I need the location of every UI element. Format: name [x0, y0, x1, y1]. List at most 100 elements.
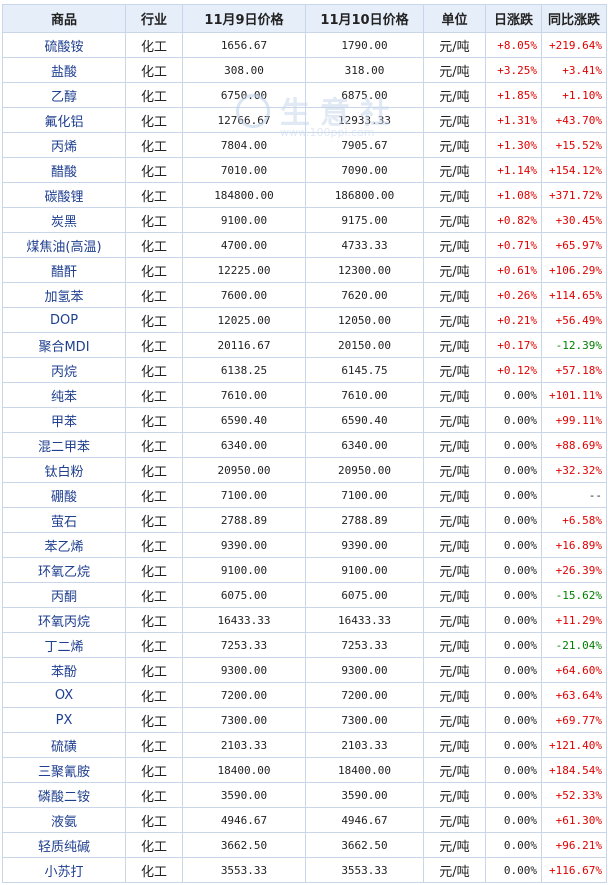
price-nov10: 6145.75: [305, 357, 424, 383]
daily-change: +1.85%: [485, 82, 542, 108]
table-row: 苯酚 化工 9300.00 9300.00 元/吨 0.00% +64.60%: [2, 657, 607, 683]
table-row: 氟化铝 化工 12766.67 12933.33 元/吨 +1.31% +43.70%: [2, 107, 607, 133]
commodity-name[interactable]: OX: [2, 682, 126, 708]
yoy-change: +184.54%: [541, 757, 607, 783]
industry: 化工: [125, 682, 183, 708]
commodity-name[interactable]: 硼酸: [2, 482, 126, 508]
commodity-name[interactable]: 煤焦油(高温): [2, 232, 126, 258]
commodity-name[interactable]: 聚合MDI: [2, 332, 126, 358]
commodity-name[interactable]: 苯酚: [2, 657, 126, 683]
commodity-name[interactable]: 纯苯: [2, 382, 126, 408]
yoy-change: +69.77%: [541, 707, 607, 733]
industry: 化工: [125, 832, 183, 858]
price-nov9: 9390.00: [182, 532, 306, 558]
commodity-name[interactable]: 液氨: [2, 807, 126, 833]
commodity-name[interactable]: 苯乙烯: [2, 532, 126, 558]
yoy-change: +26.39%: [541, 557, 607, 583]
commodity-name[interactable]: 丁二烯: [2, 632, 126, 658]
commodity-name[interactable]: 小苏打: [2, 857, 126, 883]
price-nov9: 184800.00: [182, 182, 306, 208]
commodity-name[interactable]: 乙醇: [2, 82, 126, 108]
yoy-change: +43.70%: [541, 107, 607, 133]
daily-change: 0.00%: [485, 732, 542, 758]
price-nov10: 4733.33: [305, 232, 424, 258]
commodity-name[interactable]: 醋酐: [2, 257, 126, 283]
commodity-name[interactable]: 三聚氰胺: [2, 757, 126, 783]
commodity-name[interactable]: 炭黑: [2, 207, 126, 233]
unit: 元/吨: [423, 357, 486, 383]
commodity-name[interactable]: 钛白粉: [2, 457, 126, 483]
table-body: 硫酸铵 化工 1656.67 1790.00 元/吨 +8.05% +219.64% 盐酸 化工…: [2, 32, 607, 883]
commodity-name[interactable]: 加氢苯: [2, 282, 126, 308]
unit: 元/吨: [423, 432, 486, 458]
price-nov9: 7010.00: [182, 157, 306, 183]
unit: 元/吨: [423, 307, 486, 333]
commodity-name[interactable]: 萤石: [2, 507, 126, 533]
commodity-name[interactable]: 盐酸: [2, 57, 126, 83]
unit: 元/吨: [423, 132, 486, 158]
commodity-name[interactable]: 丙酮: [2, 582, 126, 608]
daily-change: 0.00%: [485, 832, 542, 858]
unit: 元/吨: [423, 807, 486, 833]
industry: 化工: [125, 607, 183, 633]
table-row: 硫磺 化工 2103.33 2103.33 元/吨 0.00% +121.40%: [2, 732, 607, 758]
commodity-name[interactable]: 硫磺: [2, 732, 126, 758]
price-nov10: 16433.33: [305, 607, 424, 633]
header-daily-change: 日涨跌: [485, 4, 542, 33]
header-yoy-change: 同比涨跌: [541, 4, 607, 33]
price-nov9: 12766.67: [182, 107, 306, 133]
industry: 化工: [125, 407, 183, 433]
commodity-name[interactable]: 硫酸铵: [2, 32, 126, 58]
price-nov10: 18400.00: [305, 757, 424, 783]
commodity-name[interactable]: DOP: [2, 307, 126, 333]
yoy-change: +121.40%: [541, 732, 607, 758]
industry: 化工: [125, 782, 183, 808]
industry: 化工: [125, 507, 183, 533]
unit: 元/吨: [423, 507, 486, 533]
commodity-name[interactable]: 轻质纯碱: [2, 832, 126, 858]
daily-change: +0.21%: [485, 307, 542, 333]
commodity-name[interactable]: 丙烷: [2, 357, 126, 383]
daily-change: 0.00%: [485, 457, 542, 483]
unit: 元/吨: [423, 382, 486, 408]
price-nov10: 6875.00: [305, 82, 424, 108]
industry: 化工: [125, 132, 183, 158]
unit: 元/吨: [423, 557, 486, 583]
daily-change: 0.00%: [485, 657, 542, 683]
yoy-change: -15.62%: [541, 582, 607, 608]
price-nov9: 6138.25: [182, 357, 306, 383]
commodity-name[interactable]: 碳酸锂: [2, 182, 126, 208]
commodity-name[interactable]: 环氧乙烷: [2, 557, 126, 583]
commodity-name[interactable]: 磷酸二铵: [2, 782, 126, 808]
price-nov9: 3662.50: [182, 832, 306, 858]
price-nov10: 7905.67: [305, 132, 424, 158]
price-nov9: 20950.00: [182, 457, 306, 483]
table-row: 三聚氰胺 化工 18400.00 18400.00 元/吨 0.00% +184.54%: [2, 757, 607, 783]
industry: 化工: [125, 857, 183, 883]
daily-change: 0.00%: [485, 807, 542, 833]
daily-change: 0.00%: [485, 757, 542, 783]
yoy-change: +219.64%: [541, 32, 607, 58]
table-row: DOP 化工 12025.00 12050.00 元/吨 +0.21% +56.49%: [2, 307, 607, 333]
price-nov9: 6340.00: [182, 432, 306, 458]
daily-change: 0.00%: [485, 482, 542, 508]
industry: 化工: [125, 107, 183, 133]
unit: 元/吨: [423, 782, 486, 808]
commodity-name[interactable]: 混二甲苯: [2, 432, 126, 458]
commodity-name[interactable]: 丙烯: [2, 132, 126, 158]
commodity-name[interactable]: 醋酸: [2, 157, 126, 183]
unit: 元/吨: [423, 32, 486, 58]
price-nov10: 20950.00: [305, 457, 424, 483]
price-nov9: 6590.40: [182, 407, 306, 433]
price-nov10: 9300.00: [305, 657, 424, 683]
commodity-name[interactable]: 环氧丙烷: [2, 607, 126, 633]
yoy-change: +11.29%: [541, 607, 607, 633]
price-nov9: 7610.00: [182, 382, 306, 408]
header-price-nov10: 11月10日价格: [305, 4, 424, 33]
price-nov10: 2103.33: [305, 732, 424, 758]
commodity-name[interactable]: 氟化铝: [2, 107, 126, 133]
daily-change: 0.00%: [485, 782, 542, 808]
commodity-name[interactable]: 甲苯: [2, 407, 126, 433]
commodity-name[interactable]: PX: [2, 707, 126, 733]
unit: 元/吨: [423, 707, 486, 733]
